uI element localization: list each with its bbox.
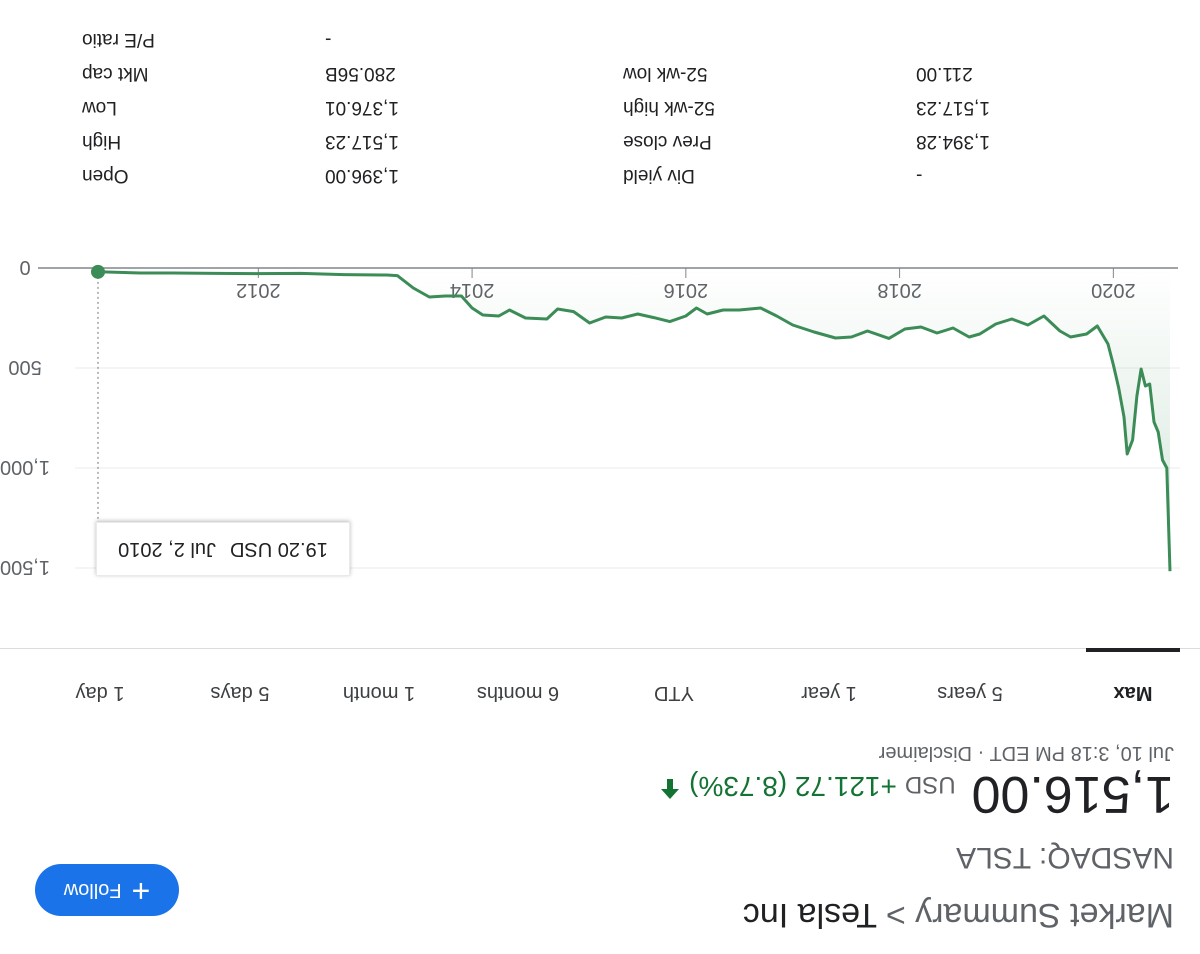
hover-point <box>91 264 105 279</box>
breadcrumb: Market Summary > Tesla Inc <box>743 895 1174 934</box>
y-tick-label: 500 <box>8 356 41 378</box>
tab-5-years[interactable]: 5 years <box>937 682 1003 704</box>
stat-label-52-wk-high: 52-wk high <box>623 97 715 118</box>
tab-6-months[interactable]: 6 months <box>476 682 560 704</box>
tab-ytd[interactable]: YTD <box>654 682 694 704</box>
stat-value-div-yield: - <box>916 165 923 186</box>
y-axis-labels: 0 500 1,000 1,500 <box>0 256 50 578</box>
stat-label-div-yield: Div yield <box>623 165 695 186</box>
arrow-up-icon <box>659 772 681 801</box>
breadcrumb-parent-link[interactable]: Market Summary <box>915 896 1174 934</box>
current-price: 1,516.00 <box>971 765 1174 823</box>
stat-label-low: Low <box>82 97 117 118</box>
stat-value-52-wk-high: 1,517.23 <box>916 97 990 118</box>
breadcrumb-current: Tesla Inc <box>742 896 878 934</box>
stat-value-high: 1,517.23 <box>325 131 399 152</box>
disclaimer-link[interactable]: Disclaimer <box>878 742 973 764</box>
follow-button-label: Follow <box>63 879 122 902</box>
timestamp-text: Jul 10, 3:18 PM EDT <box>989 742 1174 764</box>
tooltip-value: 19.20 USD <box>230 538 328 561</box>
y-tick-label: 1,500 <box>0 556 50 578</box>
stat-label-open: Open <box>82 165 129 186</box>
quote-timestamp: Jul 10, 3:18 PM EDT · Disclaimer <box>879 741 1174 764</box>
stat-value-52-wk-low: 211.00 <box>916 63 973 84</box>
price-change: +121.72 (8.73%) <box>689 771 897 802</box>
stat-value-low: 1,376.01 <box>325 97 399 118</box>
dot-separator: · <box>972 742 985 764</box>
follow-button[interactable]: + Follow <box>35 864 179 916</box>
currency-label: USD <box>904 771 956 798</box>
y-tick-label: 1,000 <box>0 456 50 478</box>
stat-label-52-wk-low: 52-wk low <box>623 63 708 84</box>
stat-value-pe-ratio: - <box>325 29 332 50</box>
tooltip-date: Jul 2, 2010 <box>118 538 217 561</box>
stat-value-mkt-cap: 280.56B <box>325 63 396 84</box>
stat-label-pe-ratio: P/E ratio <box>82 29 155 50</box>
price-line <box>97 270 1172 572</box>
plus-icon: + <box>131 873 151 910</box>
quote-row: 1,516.00 USD +121.72 (8.73%) <box>659 764 1174 824</box>
stat-label-mkt-cap: Mkt cap <box>82 63 149 84</box>
stat-label-prev-close: Prev close <box>623 131 712 152</box>
price-area <box>98 268 1170 572</box>
y-tick-label: 0 <box>19 256 30 278</box>
ticker-symbol: NASDAQ: TSLA <box>956 841 1174 874</box>
chart-tooltip: 19.20 USD Jul 2, 2010 <box>96 522 350 576</box>
arrow-up-icon-svg <box>661 779 680 799</box>
tab-1-month[interactable]: 1 month <box>342 682 416 704</box>
breadcrumb-separator: > <box>885 896 906 934</box>
tab-5-days[interactable]: 5 days <box>210 682 270 704</box>
stat-value-prev-close: 1,394.28 <box>916 131 990 152</box>
stat-value-open: 1,396.00 <box>325 165 399 186</box>
tab-max[interactable]: Max <box>1113 682 1153 704</box>
x-tick-label: 2012 <box>236 279 281 301</box>
stat-label-high: High <box>82 131 122 152</box>
tab-1-year[interactable]: 1 year <box>801 682 857 704</box>
tab-1-day[interactable]: 1 day <box>75 682 125 704</box>
